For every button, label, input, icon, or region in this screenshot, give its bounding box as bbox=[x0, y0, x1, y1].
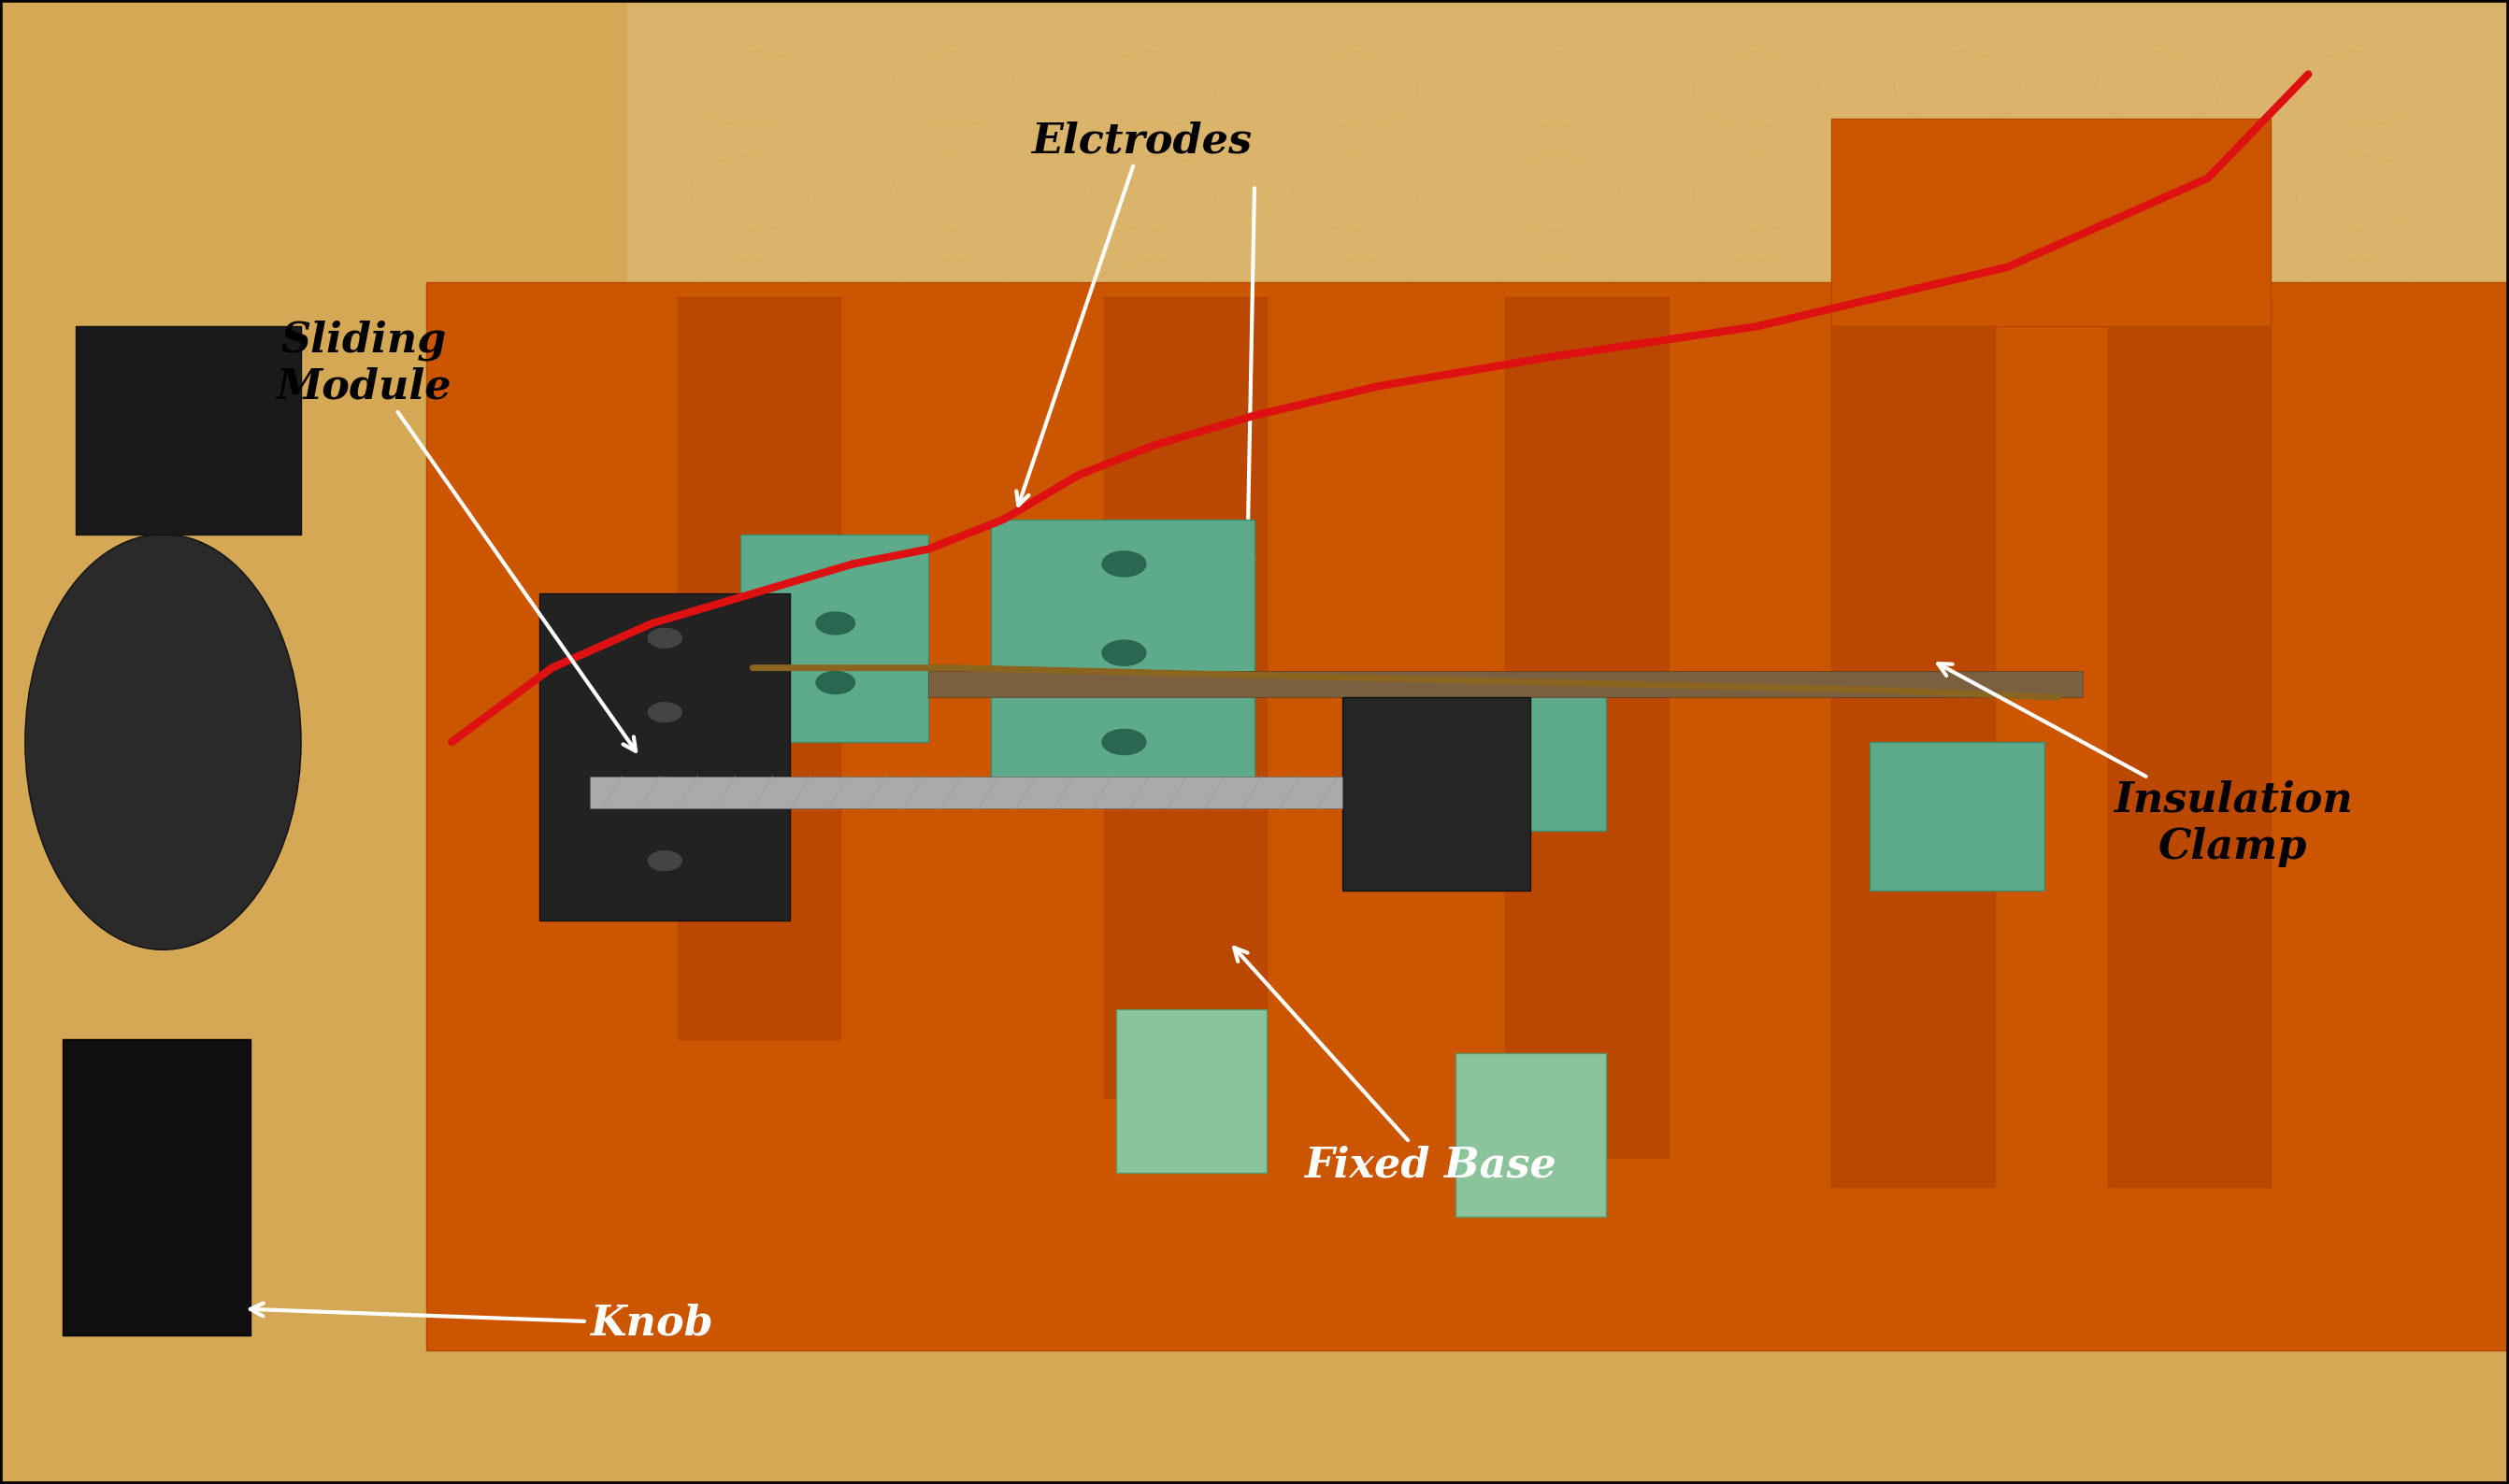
Text: Insulation
Clamp: Insulation Clamp bbox=[1937, 663, 2353, 867]
Bar bbox=[1832, 297, 1995, 1187]
Bar bbox=[590, 776, 1342, 809]
Bar bbox=[991, 519, 1254, 787]
Bar bbox=[1832, 119, 2271, 326]
Text: Sliding
Module: Sliding Module bbox=[276, 321, 635, 751]
Bar bbox=[75, 326, 301, 534]
Bar bbox=[627, 0, 2509, 965]
Circle shape bbox=[815, 671, 856, 695]
Bar bbox=[1117, 1009, 1267, 1172]
Text: Knob: Knob bbox=[251, 1303, 713, 1345]
Bar bbox=[1104, 297, 1267, 1098]
Circle shape bbox=[1101, 729, 1147, 755]
Bar bbox=[677, 297, 841, 1039]
Circle shape bbox=[647, 628, 682, 649]
Circle shape bbox=[647, 776, 682, 797]
Bar bbox=[2108, 297, 2271, 1187]
Bar bbox=[63, 1039, 251, 1336]
Bar bbox=[1505, 297, 1668, 1158]
Circle shape bbox=[1101, 551, 1147, 577]
Text: Fixed Base: Fixed Base bbox=[1234, 947, 1556, 1186]
Circle shape bbox=[647, 702, 682, 723]
Circle shape bbox=[647, 850, 682, 871]
Bar bbox=[1455, 1054, 1606, 1217]
Bar bbox=[1443, 683, 1606, 831]
Bar bbox=[539, 594, 790, 920]
Bar bbox=[740, 534, 928, 742]
Circle shape bbox=[1101, 640, 1147, 666]
Ellipse shape bbox=[25, 534, 301, 950]
Bar bbox=[1869, 742, 2045, 890]
Bar bbox=[1342, 697, 1530, 890]
Text: Elctrodes: Elctrodes bbox=[1016, 120, 1252, 506]
Circle shape bbox=[815, 611, 856, 635]
Bar bbox=[427, 282, 2509, 1350]
Bar bbox=[928, 671, 2082, 697]
